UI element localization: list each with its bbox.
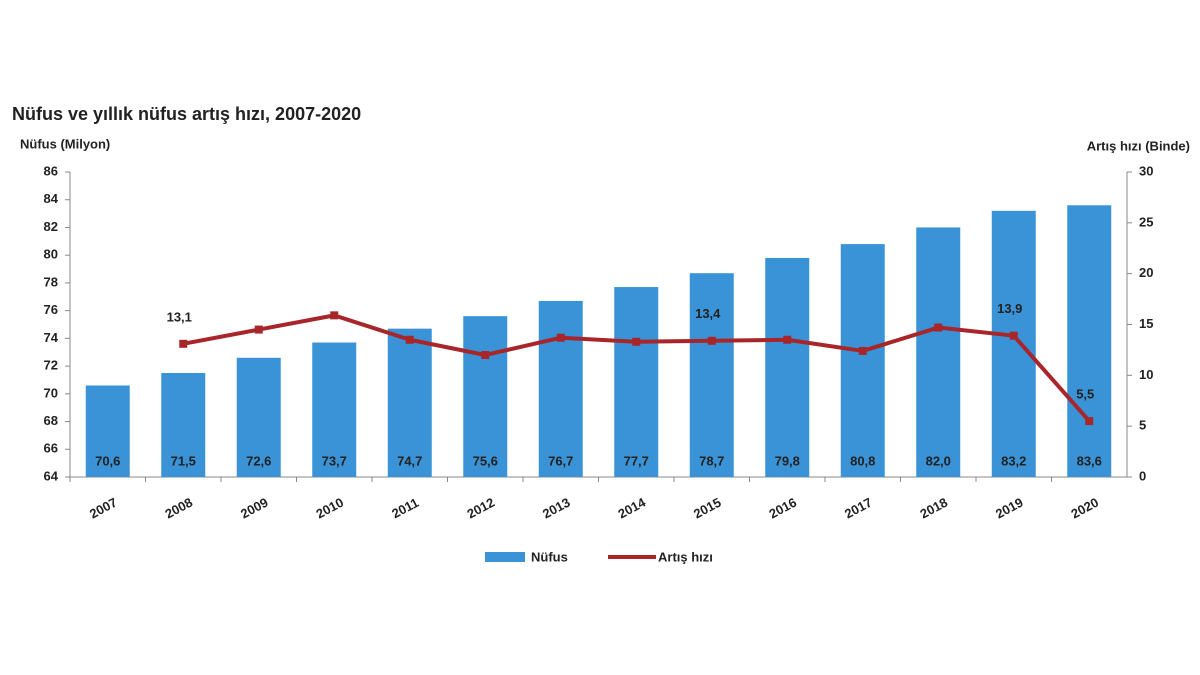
x-tick-label: 2016: [766, 495, 799, 522]
legend-label: Nüfus: [531, 549, 568, 564]
x-tick-label: 2008: [162, 495, 195, 522]
line-marker: [707, 336, 716, 345]
y-axis-title: Nüfus (Milyon): [20, 136, 110, 151]
x-tick-label: 2012: [464, 495, 497, 522]
bar: [765, 257, 810, 477]
bar-label: 80,8: [850, 453, 875, 468]
y2-tick-label: 5: [1139, 418, 1146, 433]
x-tick-label: 2009: [238, 495, 271, 522]
line-marker: [481, 351, 490, 359]
bar-label: 83,2: [1001, 453, 1026, 468]
y2-tick-label: 15: [1139, 316, 1153, 331]
bar-label: 72,6: [246, 453, 271, 468]
line-label: 13,1: [167, 309, 192, 324]
bar: [1067, 205, 1112, 478]
x-tick-label: 2013: [540, 495, 573, 522]
bar: [236, 357, 281, 477]
y2-axis-title: Artış hızı (Binde): [1087, 138, 1190, 153]
line-marker: [330, 311, 339, 320]
bar-label: 82,0: [926, 453, 951, 468]
bar-label: 78,7: [699, 453, 724, 468]
line-marker: [254, 325, 263, 334]
line-marker: [405, 335, 414, 344]
y-tick-label: 68: [44, 413, 58, 428]
x-tick-label: 2014: [615, 494, 648, 521]
x-tick-label: 2015: [691, 495, 724, 522]
x-tick-label: 2007: [87, 495, 120, 522]
bar-label: 71,5: [171, 453, 196, 468]
line-label: 13,4: [695, 306, 721, 321]
line-label: 5,5: [1076, 387, 1094, 402]
bar-label: 79,8: [775, 453, 800, 468]
y-tick-label: 74: [44, 330, 59, 345]
bar-label: 70,6: [95, 453, 120, 468]
y2-tick-label: 25: [1139, 214, 1153, 229]
line-marker: [1085, 417, 1094, 426]
bar: [85, 385, 130, 477]
bar: [387, 328, 432, 477]
y-tick-label: 64: [44, 468, 59, 483]
bar: [614, 287, 659, 477]
y-tick-label: 70: [44, 385, 58, 400]
y-tick-label: 82: [44, 219, 58, 234]
legend-label: Artış hızı: [658, 549, 713, 564]
x-tick-label: 2011: [389, 495, 421, 521]
line-marker: [858, 346, 867, 355]
y2-tick-label: 0: [1139, 468, 1146, 483]
line-marker: [783, 335, 792, 344]
bar: [689, 273, 734, 477]
bar: [463, 316, 508, 477]
bar: [161, 373, 206, 477]
line-marker: [934, 323, 943, 332]
bar-label: 73,7: [322, 453, 347, 468]
y-tick-label: 76: [44, 302, 58, 317]
line-marker: [556, 333, 565, 342]
x-tick-label: 2018: [917, 495, 950, 522]
y-tick-label: 72: [44, 358, 58, 373]
bar: [538, 300, 583, 477]
x-tick-label: 2019: [993, 495, 1026, 522]
bar: [840, 244, 885, 477]
x-tick-label: 2020: [1068, 495, 1101, 522]
bar: [991, 210, 1036, 477]
line-marker: [179, 339, 188, 348]
y-tick-label: 84: [44, 191, 59, 206]
line-marker: [632, 337, 641, 346]
chart-title: Nüfus ve yıllık nüfus artış hızı, 2007-2…: [12, 104, 361, 124]
bar-label: 77,7: [624, 453, 649, 468]
y-tick-label: 66: [44, 441, 58, 456]
y-tick-label: 78: [44, 274, 58, 289]
bar-label: 75,6: [473, 453, 498, 468]
bar-label: 74,7: [397, 453, 422, 468]
y2-tick-label: 10: [1139, 367, 1153, 382]
bar-label: 76,7: [548, 453, 573, 468]
line-label: 13,9: [997, 301, 1022, 316]
y-tick-label: 80: [44, 247, 58, 262]
line-marker: [1009, 331, 1018, 340]
legend-swatch: [485, 552, 525, 562]
x-tick-label: 2017: [842, 495, 875, 522]
bar: [312, 342, 357, 477]
bar-label: 83,6: [1077, 453, 1102, 468]
bar: [916, 227, 961, 477]
y2-tick-label: 20: [1139, 265, 1153, 280]
y2-tick-label: 30: [1139, 163, 1153, 178]
y-tick-label: 86: [44, 163, 58, 178]
x-tick-label: 2010: [313, 495, 346, 522]
